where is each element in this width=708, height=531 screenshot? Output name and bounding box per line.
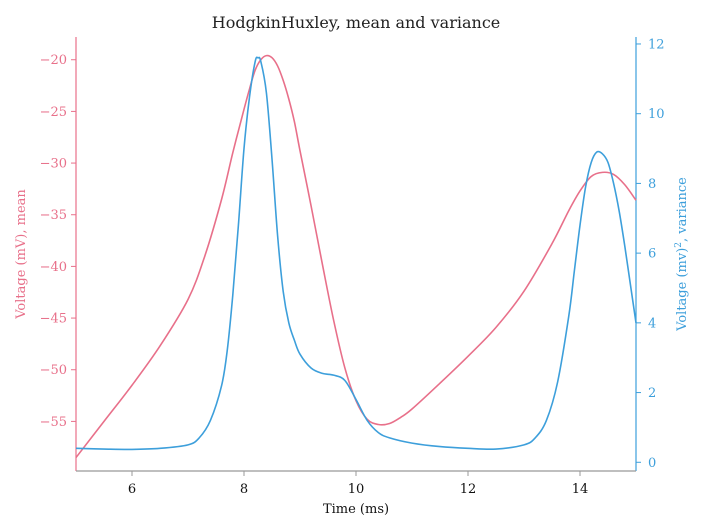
- x-tick-label: 10: [348, 482, 365, 497]
- left-tick-label: −20: [40, 53, 67, 68]
- right-axis-label-prefix: Voltage (mv): [675, 248, 690, 332]
- right-axis-label-suffix: , variance: [675, 177, 690, 242]
- left-tick-label: −55: [40, 415, 67, 430]
- left-tick-label: −50: [40, 363, 67, 378]
- left-axis-label: Voltage (mV), mean: [14, 189, 29, 320]
- x-tick-label: 6: [128, 482, 136, 497]
- right-tick-label: 10: [648, 107, 665, 122]
- right-tick-label: 0: [648, 456, 656, 471]
- left-axis-ticks: −20 −25 −30 −35 −40 −45 −50 −55: [40, 53, 76, 430]
- series-variance-line: [75, 56, 637, 451]
- x-tick-label: 12: [460, 482, 477, 497]
- left-tick-label: −25: [40, 105, 67, 120]
- right-tick-label: 4: [648, 316, 656, 331]
- x-axis-ticks: 6 8 10 12 14: [128, 471, 588, 497]
- series-mean-line: [75, 54, 637, 459]
- chart-title: HodgkinHuxley, mean and variance: [212, 13, 501, 32]
- right-tick-label: 12: [648, 37, 665, 52]
- x-tick-label: 14: [572, 482, 589, 497]
- right-tick-label: 2: [648, 386, 656, 401]
- x-axis-label: Time (ms): [323, 502, 389, 517]
- left-tick-label: −30: [40, 157, 67, 172]
- left-tick-label: −35: [40, 208, 67, 223]
- right-axis-label-sup: 2: [674, 242, 684, 248]
- right-tick-label: 8: [648, 177, 656, 192]
- right-axis-ticks: 0 2 4 6 8 10 12: [636, 37, 665, 471]
- right-axis-label: Voltage (mv)2, variance: [674, 177, 690, 332]
- right-tick-label: 6: [648, 247, 656, 262]
- left-tick-label: −40: [40, 260, 67, 275]
- left-tick-label: −45: [40, 312, 67, 327]
- x-tick-label: 8: [240, 482, 248, 497]
